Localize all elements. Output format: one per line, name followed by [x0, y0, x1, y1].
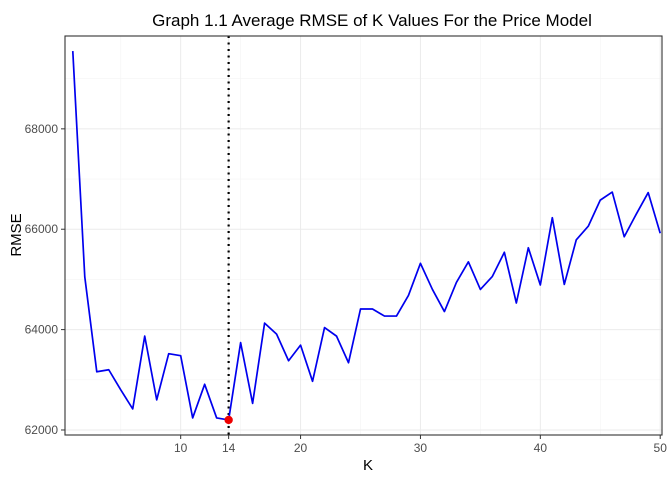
x-tick-label: 30	[414, 441, 428, 455]
rmse-series-line	[71, 51, 662, 421]
x-tick-label: 40	[534, 441, 548, 455]
y-axis-title: RMSE	[8, 213, 25, 256]
y-axis: 62000 64000 66000 68000	[25, 122, 65, 437]
chart-title: Graph 1.1 Average RMSE of K Values For t…	[152, 11, 592, 30]
minimum-rmse-point	[224, 415, 233, 425]
x-tick-label: 20	[294, 441, 308, 455]
x-tick-label: 14	[222, 441, 236, 455]
y-tick-label: 68000	[25, 122, 59, 136]
x-tick-label: 50	[654, 441, 668, 455]
x-axis: 10 14 20 30 40 50	[174, 435, 667, 455]
y-tick-label: 62000	[25, 423, 59, 437]
grid	[65, 36, 662, 435]
x-axis-title: K	[363, 457, 373, 474]
highlight-point-layer	[224, 415, 233, 425]
y-tick-label: 66000	[25, 222, 59, 236]
series-line-layer	[71, 51, 662, 421]
y-tick-label: 64000	[25, 323, 59, 337]
plot-panel-border	[64, 35, 663, 436]
x-tick-label: 10	[174, 441, 188, 455]
